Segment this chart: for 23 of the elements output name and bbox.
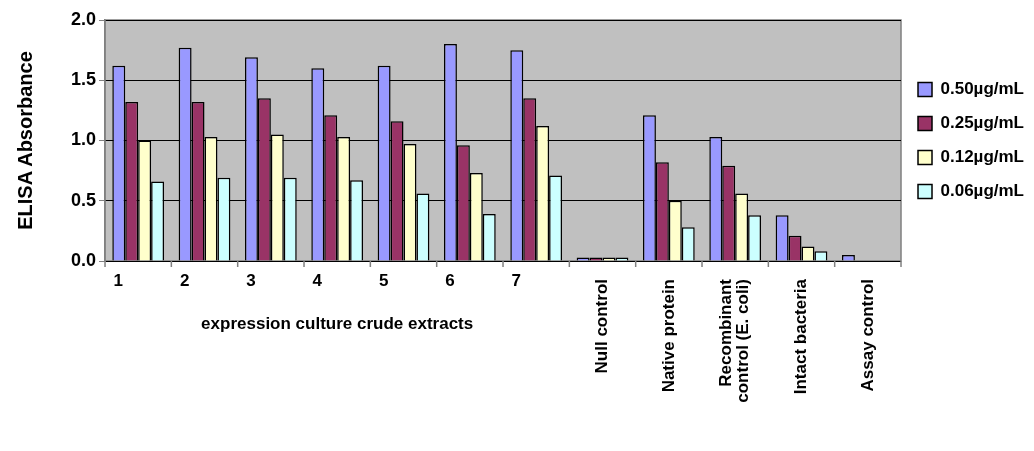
x-tick-label: 3 [246, 270, 256, 290]
y-axis-title: ELISA Absorbance [13, 51, 36, 230]
y-tick-label: 1.5 [70, 69, 97, 90]
x-tick-label: 2 [179, 270, 190, 290]
x-tick-label: 4 [312, 270, 323, 290]
y-tick-label: 2.0 [70, 8, 97, 29]
x-axis-title: expression culture crude extracts [201, 313, 474, 333]
x-tick-label: Intact bacteria [791, 278, 811, 395]
y-tick-label: 1.0 [70, 129, 97, 150]
x-tick-label: Native protein [658, 279, 678, 393]
x-tick-label: 5 [378, 270, 389, 290]
y-tick-label: 0.0 [70, 249, 97, 270]
x-tick-label: 1 [113, 270, 124, 290]
x-tick-label: Assay control [857, 279, 877, 392]
x-tick-label: Null control [592, 279, 612, 374]
x-tick-label: 6 [445, 270, 455, 290]
y-tick-label: 0.5 [70, 189, 97, 210]
legend-label: 0.06µg/mL [940, 181, 1025, 201]
legend-label: 0.25µg/mL [940, 113, 1025, 133]
x-tick-label: Recombinant control (E. coli) [716, 278, 753, 403]
x-tick-label: 7 [511, 270, 522, 290]
legend-label: 0.50µg/mL [940, 79, 1025, 99]
legend-label: 0.12µg/mL [940, 147, 1025, 167]
